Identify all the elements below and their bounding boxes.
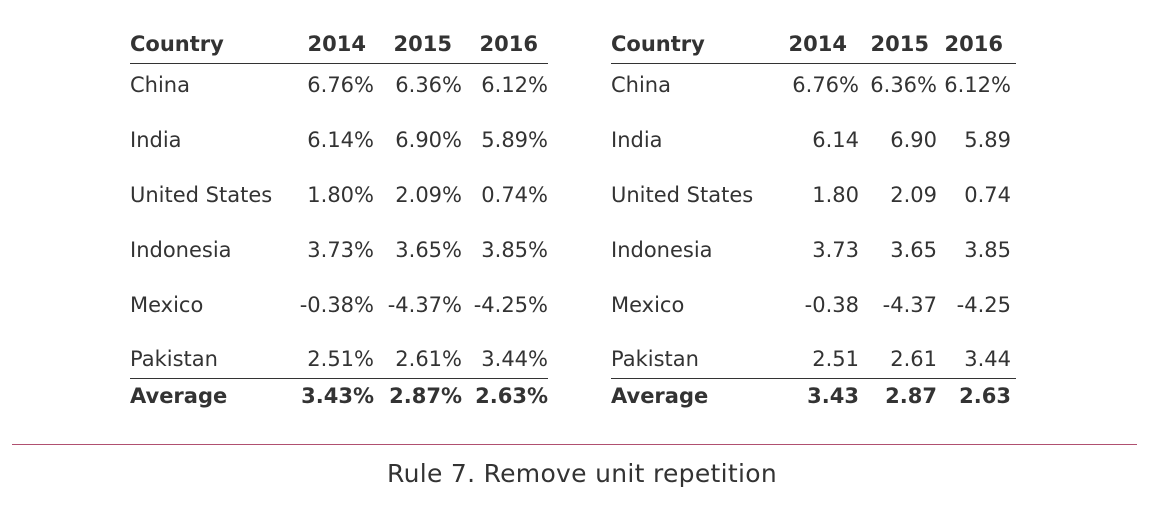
value-cell: 2.09% bbox=[395, 183, 462, 207]
value-cell: 5.89 bbox=[964, 128, 1011, 152]
value-cell: 3.65 bbox=[890, 238, 937, 262]
country-cell: China bbox=[130, 73, 190, 97]
value-cell: 3.44% bbox=[481, 347, 548, 371]
header-rule bbox=[611, 63, 1016, 64]
country-cell: China bbox=[611, 73, 671, 97]
country-cell: United States bbox=[611, 183, 754, 207]
value-cell: -4.37 bbox=[882, 293, 937, 317]
value-cell: 2.63 bbox=[959, 384, 1011, 408]
value-cell: 2.51 bbox=[812, 347, 859, 371]
column-header-year: 2014 bbox=[788, 32, 847, 56]
column-header-country: Country bbox=[611, 32, 705, 56]
value-cell: 3.43% bbox=[301, 384, 374, 408]
value-cell: 6.36% bbox=[870, 73, 937, 97]
column-header-year: 2015 bbox=[870, 32, 929, 56]
country-cell: Mexico bbox=[130, 293, 204, 317]
average-rule bbox=[130, 378, 548, 379]
country-cell: Average bbox=[611, 384, 709, 408]
value-cell: 3.73 bbox=[812, 238, 859, 262]
value-cell: 1.80 bbox=[812, 183, 859, 207]
value-cell: 6.90 bbox=[890, 128, 937, 152]
country-cell: Average bbox=[130, 384, 228, 408]
value-cell: 2.63% bbox=[475, 384, 548, 408]
value-cell: 5.89% bbox=[481, 128, 548, 152]
column-header-year: 2015 bbox=[393, 32, 452, 56]
value-cell: -0.38% bbox=[299, 293, 374, 317]
value-cell: 6.36% bbox=[395, 73, 462, 97]
country-cell: United States bbox=[130, 183, 273, 207]
header-rule bbox=[130, 63, 548, 64]
value-cell: 3.73% bbox=[307, 238, 374, 262]
column-header-year: 2016 bbox=[479, 32, 538, 56]
caption-divider bbox=[12, 444, 1137, 445]
column-header-country: Country bbox=[130, 32, 224, 56]
value-cell: 2.87% bbox=[389, 384, 462, 408]
value-cell: 0.74 bbox=[964, 183, 1011, 207]
value-cell: -4.37% bbox=[387, 293, 462, 317]
value-cell: 6.12% bbox=[944, 73, 1011, 97]
value-cell: 2.61% bbox=[395, 347, 462, 371]
value-cell: -4.25% bbox=[473, 293, 548, 317]
country-cell: Mexico bbox=[611, 293, 685, 317]
value-cell: -4.25 bbox=[956, 293, 1011, 317]
value-cell: 6.14% bbox=[307, 128, 374, 152]
value-cell: 3.85% bbox=[481, 238, 548, 262]
country-cell: Pakistan bbox=[611, 347, 699, 371]
value-cell: 6.76% bbox=[792, 73, 859, 97]
column-header-year: 2016 bbox=[944, 32, 1003, 56]
figure-caption: Rule 7. Remove unit repetition bbox=[387, 459, 777, 488]
value-cell: 0.74% bbox=[481, 183, 548, 207]
value-cell: 2.51% bbox=[307, 347, 374, 371]
average-rule bbox=[611, 378, 1016, 379]
value-cell: 3.44 bbox=[964, 347, 1011, 371]
value-cell: 2.87 bbox=[885, 384, 937, 408]
country-cell: India bbox=[611, 128, 663, 152]
country-cell: Indonesia bbox=[611, 238, 713, 262]
value-cell: 2.61 bbox=[890, 347, 937, 371]
value-cell: 6.14 bbox=[812, 128, 859, 152]
value-cell: 2.09 bbox=[890, 183, 937, 207]
value-cell: 6.12% bbox=[481, 73, 548, 97]
value-cell: 1.80% bbox=[307, 183, 374, 207]
value-cell: 6.76% bbox=[307, 73, 374, 97]
value-cell: 3.85 bbox=[964, 238, 1011, 262]
value-cell: 3.43 bbox=[807, 384, 859, 408]
country-cell: India bbox=[130, 128, 182, 152]
value-cell: -0.38 bbox=[804, 293, 859, 317]
value-cell: 6.90% bbox=[395, 128, 462, 152]
value-cell: 3.65% bbox=[395, 238, 462, 262]
country-cell: Pakistan bbox=[130, 347, 218, 371]
country-cell: Indonesia bbox=[130, 238, 232, 262]
column-header-year: 2014 bbox=[307, 32, 366, 56]
